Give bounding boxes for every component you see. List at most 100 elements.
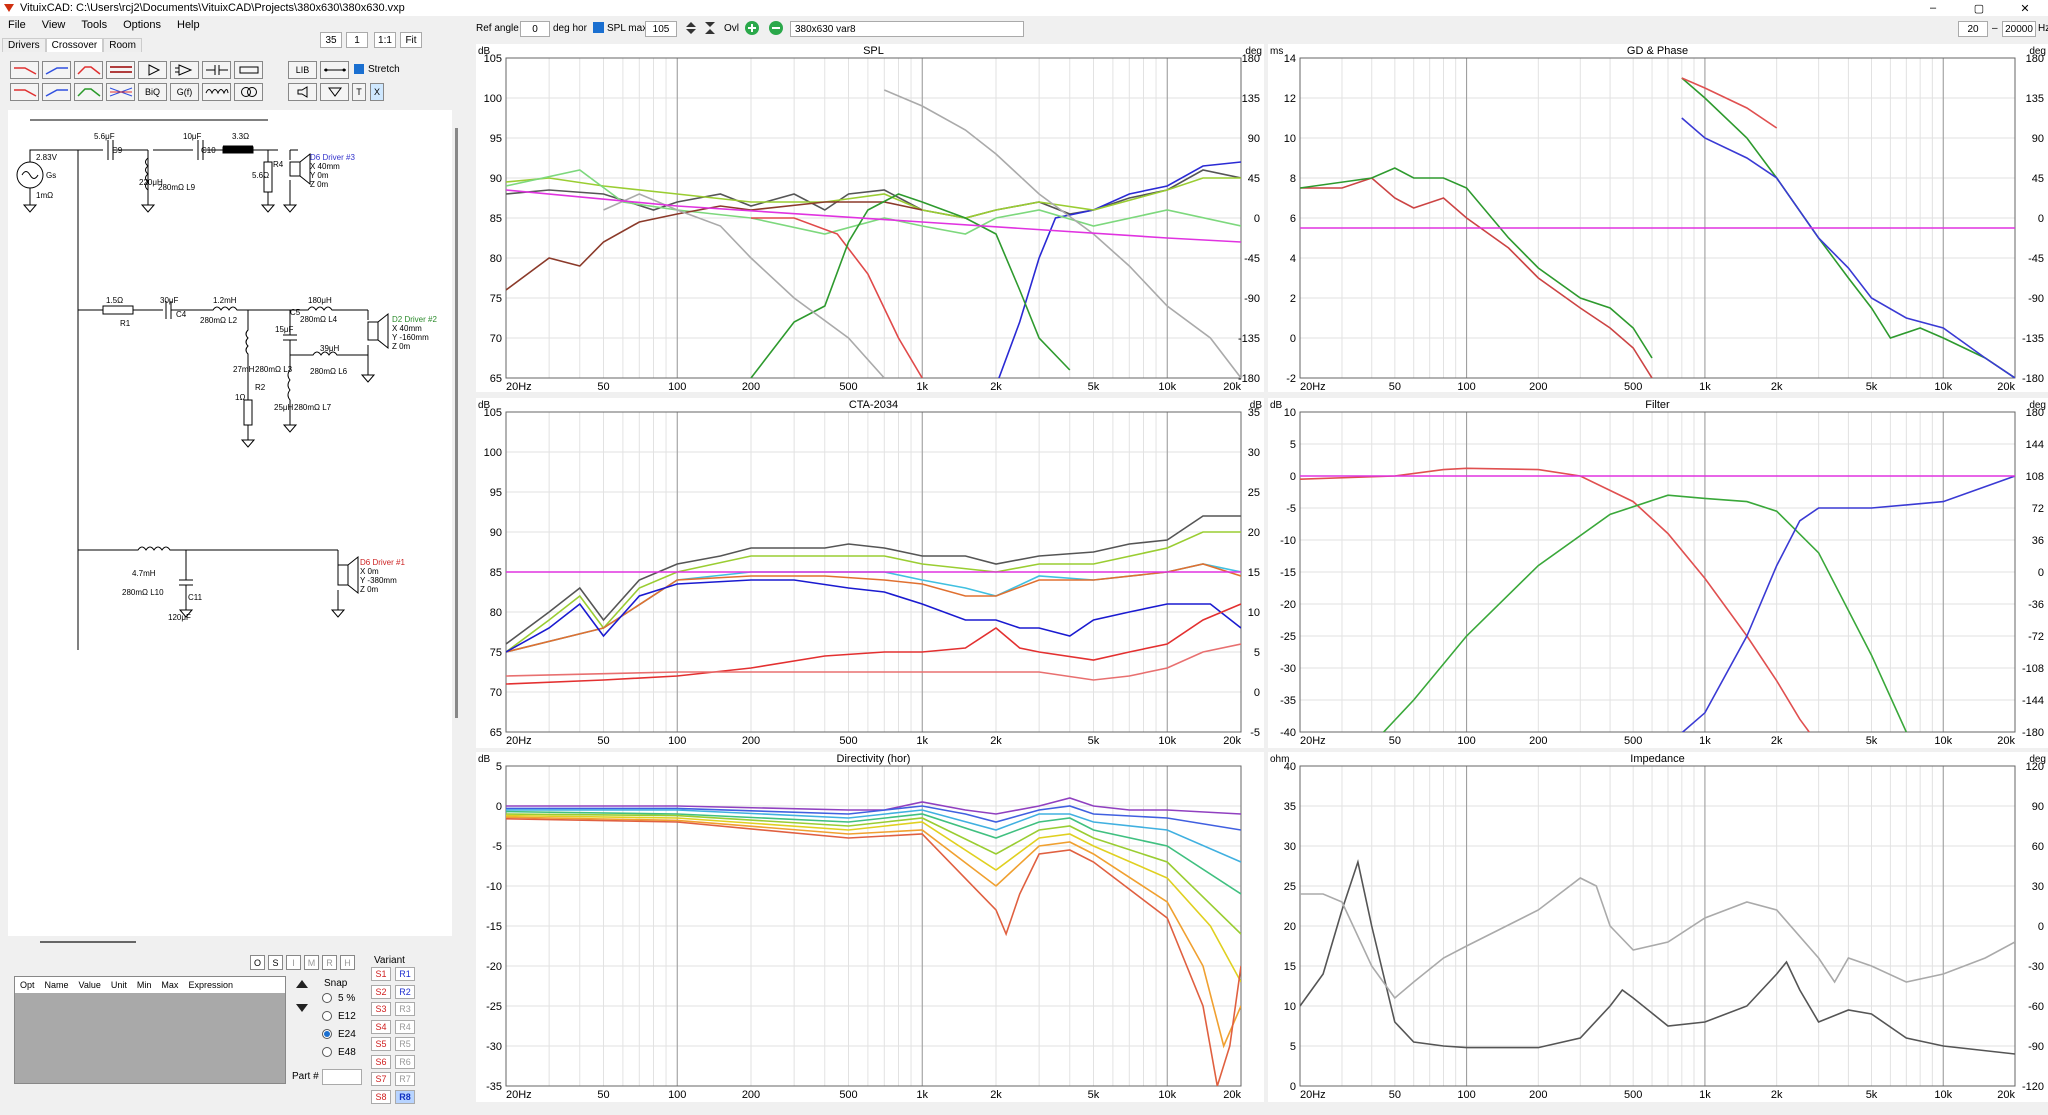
chart-imp[interactable]: Impedance ohm deg 40 35 30 25 20 15 10 5 0 120 90 60 30…: [1268, 752, 2048, 1102]
variant-s-button[interactable]: S1: [371, 967, 391, 981]
opamp-button[interactable]: [170, 61, 199, 79]
tab-crossover[interactable]: Crossover: [45, 38, 104, 52]
driver-name[interactable]: D2 Driver #2: [392, 315, 437, 324]
variant-r-button[interactable]: R7: [395, 1072, 415, 1086]
parameter-table[interactable]: Opt Name Value Unit Min Max Expression: [14, 976, 286, 1084]
x-tick-label: 1k: [1699, 381, 1711, 392]
buffer-button[interactable]: [138, 61, 167, 79]
param-mode-button[interactable]: M: [304, 955, 319, 970]
transfer-function-button[interactable]: G(f): [170, 83, 199, 101]
variant-s-button[interactable]: S8: [371, 1089, 391, 1104]
variant-s-button[interactable]: S7: [371, 1072, 391, 1086]
chart-filter[interactable]: Filter dB deg 10 5 0 -5 -10 -15 -20 -25 -30 -35 -40 18…: [1268, 398, 2048, 748]
chart-cta[interactable]: CTA-2034 dB dB 105 100 95 90 85 80 75 70 65 35 30 25 20…: [476, 398, 1264, 748]
variant-s-button[interactable]: S2: [371, 984, 391, 999]
param-mode-button[interactable]: R: [322, 955, 337, 970]
chart-gd[interactable]: GD & Phase ms deg 14 12 10 8 6 4 2 0 -2 180 135 90 45 0 -…: [1268, 44, 2048, 392]
y-tick-label: 85: [490, 213, 502, 225]
y-tick-label: 30: [1284, 841, 1296, 853]
column-header[interactable]: Expression: [188, 980, 233, 990]
menu-tools[interactable]: Tools: [81, 19, 108, 31]
stretch-checkbox[interactable]: [354, 64, 364, 74]
param-mode-button[interactable]: H: [340, 955, 355, 970]
column-header[interactable]: Max: [161, 980, 179, 990]
column-header[interactable]: Name: [44, 980, 69, 990]
driver-button[interactable]: [288, 83, 317, 101]
fit-button[interactable]: Fit: [400, 32, 422, 48]
y-tick-label: 0: [496, 801, 502, 813]
ground-button[interactable]: [320, 83, 349, 101]
transformer-button[interactable]: [234, 83, 263, 101]
lib-button[interactable]: LIB: [288, 61, 317, 79]
variant-r-button[interactable]: R1: [395, 967, 415, 981]
schematic-canvas[interactable]: 2.83V Gs 1mΩ 5.6μF C9 10μF C10 3.3Ω R4 5.6Ω 220…: [8, 110, 452, 936]
tab-drivers[interactable]: Drivers: [2, 38, 46, 52]
column-header[interactable]: Value: [78, 980, 101, 990]
column-header[interactable]: Opt: [20, 980, 35, 990]
bandpass-2-button[interactable]: [74, 83, 103, 101]
column-header[interactable]: Unit: [110, 980, 127, 990]
lowpass-2-button[interactable]: [10, 83, 39, 101]
spl-max-input[interactable]: 105: [645, 21, 677, 37]
snap-radio[interactable]: [322, 1011, 332, 1021]
variant-name-input[interactable]: 380x630 var8: [790, 21, 1024, 37]
notch-1-button[interactable]: [106, 61, 135, 79]
spl-max-checkbox[interactable]: [593, 22, 604, 33]
part-number-input[interactable]: [322, 1069, 362, 1085]
fmax-input[interactable]: 20000: [2002, 21, 2036, 37]
param-mode-button[interactable]: I: [286, 955, 301, 970]
menu-view[interactable]: View: [41, 19, 66, 31]
highpass-1-button[interactable]: [42, 61, 71, 79]
menu-help[interactable]: Help: [177, 19, 200, 31]
text-button[interactable]: T: [352, 83, 366, 101]
close-button[interactable]: ✕: [2020, 2, 2030, 15]
x-tick-label: 1k: [916, 381, 928, 392]
snap-radio[interactable]: [322, 1029, 332, 1039]
variant-r-button[interactable]: R5: [395, 1037, 415, 1051]
resistor-button[interactable]: [234, 61, 263, 79]
inductor-button[interactable]: [202, 83, 231, 101]
highpass-2-button[interactable]: [42, 83, 71, 101]
variant-s-button[interactable]: S3: [371, 1002, 391, 1016]
menu-file[interactable]: File: [8, 19, 26, 31]
variant-r-button[interactable]: R6: [395, 1054, 415, 1069]
variant-r-button[interactable]: R4: [395, 1019, 415, 1034]
variant-s-button[interactable]: S4: [371, 1019, 391, 1034]
variant-r-button[interactable]: R8: [395, 1089, 415, 1104]
add-overlay-icon[interactable]: [744, 20, 762, 36]
fmin-input[interactable]: 20: [1958, 21, 1988, 37]
zoom-step-button[interactable]: 1: [346, 32, 368, 48]
lowpass-1-button[interactable]: [10, 61, 39, 79]
remove-overlay-icon[interactable]: [768, 20, 786, 36]
param-mode-button[interactable]: O: [250, 955, 265, 970]
snap-radio[interactable]: [322, 993, 332, 1003]
tab-room[interactable]: Room: [103, 38, 142, 52]
driver-name[interactable]: D6 Driver #1: [360, 558, 405, 567]
snap-radio[interactable]: [322, 1047, 332, 1057]
biquad-button[interactable]: BiQ: [138, 83, 167, 101]
bandpass-1-button[interactable]: [74, 61, 103, 79]
ref-angle-input[interactable]: 0: [520, 21, 550, 37]
variant-s-button[interactable]: S5: [371, 1037, 391, 1051]
delete-button[interactable]: X: [370, 83, 384, 101]
capacitor-button[interactable]: [202, 61, 231, 79]
maximize-button[interactable]: ▢: [1973, 2, 1985, 15]
chart-spl[interactable]: SPL dB deg 105 100 95 90 85 80 75 70 65 180 135 90 45 0 -…: [476, 44, 1264, 392]
schematic-horizontal-scrollbar[interactable]: [40, 941, 136, 943]
menu-options[interactable]: Options: [123, 19, 161, 31]
spl-max-spinner[interactable]: [683, 20, 723, 36]
variant-r-button[interactable]: R3: [395, 1002, 415, 1016]
allpass-button[interactable]: [106, 83, 135, 101]
chart-dir[interactable]: Directivity (hor) dB 5 0 -5 -10 -15 -20 -25 -30 -3…: [476, 752, 1264, 1102]
zoom-input[interactable]: 35: [320, 32, 342, 48]
variant-s-button[interactable]: S6: [371, 1054, 391, 1069]
parameter-order-arrows[interactable]: [294, 978, 310, 1016]
variant-r-button[interactable]: R2: [395, 984, 415, 999]
param-mode-button[interactable]: S: [268, 955, 283, 970]
column-header[interactable]: Min: [136, 980, 152, 990]
wire-button[interactable]: [320, 61, 349, 79]
schematic-vertical-scrollbar[interactable]: [455, 128, 458, 718]
driver-name[interactable]: D6 Driver #3: [310, 153, 355, 162]
minimize-button[interactable]: –: [1929, 2, 1937, 14]
zoom-ratio-button[interactable]: 1:1: [374, 32, 396, 48]
